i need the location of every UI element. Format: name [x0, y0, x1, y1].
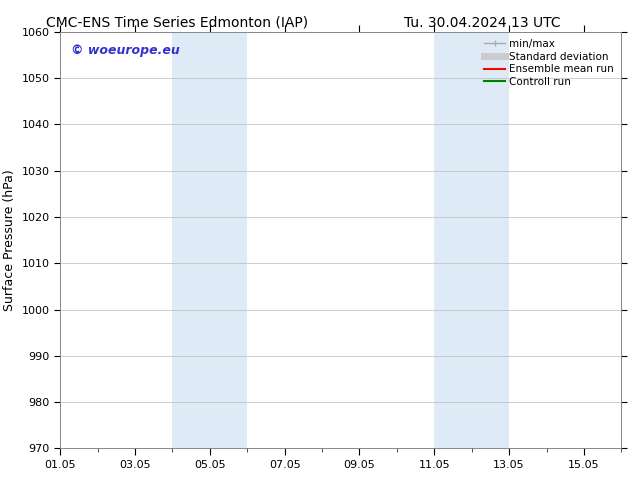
Text: © woeurope.eu: © woeurope.eu	[72, 44, 180, 57]
Legend: min/max, Standard deviation, Ensemble mean run, Controll run: min/max, Standard deviation, Ensemble me…	[480, 35, 618, 91]
Text: CMC-ENS Time Series Edmonton (IAP): CMC-ENS Time Series Edmonton (IAP)	[46, 16, 309, 30]
Y-axis label: Surface Pressure (hPa): Surface Pressure (hPa)	[3, 169, 16, 311]
Text: Tu. 30.04.2024 13 UTC: Tu. 30.04.2024 13 UTC	[403, 16, 560, 30]
Bar	[172, 32, 210, 448]
Bar	[210, 32, 247, 448]
Bar	[434, 32, 472, 448]
Bar	[472, 32, 509, 448]
